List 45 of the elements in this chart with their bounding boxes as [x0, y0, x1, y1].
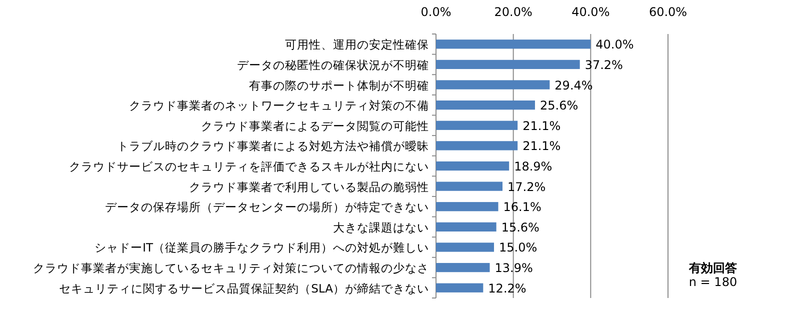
data-label: 18.9%: [514, 160, 552, 174]
y-tick-label: データの秘匿性の確保状況が不明確: [237, 58, 429, 72]
data-label: 16.1%: [503, 200, 542, 214]
data-label: 25.6%: [540, 98, 578, 113]
bar: [436, 120, 518, 130]
y-tick-label: 可用性、運用の安定性確保: [285, 38, 429, 52]
text: 有効回答: [688, 261, 738, 275]
data-label: 15.0%: [499, 240, 538, 255]
text: n = 180: [688, 275, 738, 289]
y-tick-label: 有事の際のサポート体制が不明確: [249, 78, 429, 92]
data-label: 37.2%: [584, 58, 623, 72]
bar: [436, 222, 496, 232]
bar: [436, 262, 490, 272]
data-label: 29.4%: [554, 78, 593, 92]
y-tick-label: シャドーIT（従業員の勝手なクラウド利用）への対処が難しい: [94, 240, 429, 255]
data-label: 40.0%: [596, 38, 634, 52]
data-label: 12.2%: [488, 281, 526, 296]
x-tick-label: 40.0%: [572, 5, 610, 19]
y-tick-label: クラウドサービスのセキュリティを評価できるスキルが社内にない: [69, 160, 429, 174]
data-label: 13.9%: [494, 261, 533, 276]
bar: [436, 40, 591, 49]
bar: [436, 242, 494, 252]
y-tick-label: クラウド事業者で利用している製品の脆弱性: [189, 180, 429, 194]
x-tick-label: 60.0%: [648, 5, 688, 19]
bar: [436, 182, 503, 191]
y-tick-label: セキュリティに関するサービス品質保証契約（SLA）が締結できない: [59, 281, 429, 296]
y-tick-label: クラウド事業者のネットワークセキュリティ対策の不備: [129, 98, 429, 113]
data-label: 21.1%: [522, 118, 561, 133]
y-tick-label: トラブル時のクラウド事業者による対処方法や補償が曖昧: [117, 139, 429, 154]
bar: [436, 283, 484, 292]
y-tick-label: データの保存場所（データセンターの場所）が特定できない: [105, 200, 429, 214]
bar: [436, 80, 550, 90]
bar: [436, 141, 518, 150]
x-tick-label: 0.0%: [420, 5, 452, 19]
bar: [436, 100, 535, 110]
y-tick-label: クラウド事業者によるデータ閲覧の可能性: [201, 118, 429, 133]
data-label: 21.1%: [522, 139, 561, 154]
bar: [436, 60, 580, 70]
y-tick-label: クラウド事業者が実施しているセキュリティ対策についての情報の少なさ: [33, 261, 429, 276]
y-tick-label: 大きな課題はない: [333, 220, 429, 234]
data-label: 15.6%: [501, 220, 540, 234]
bar: [436, 161, 510, 171]
data-label: 17.2%: [508, 180, 546, 194]
bar: [436, 202, 498, 212]
x-tick-label: 20.0%: [494, 5, 532, 19]
